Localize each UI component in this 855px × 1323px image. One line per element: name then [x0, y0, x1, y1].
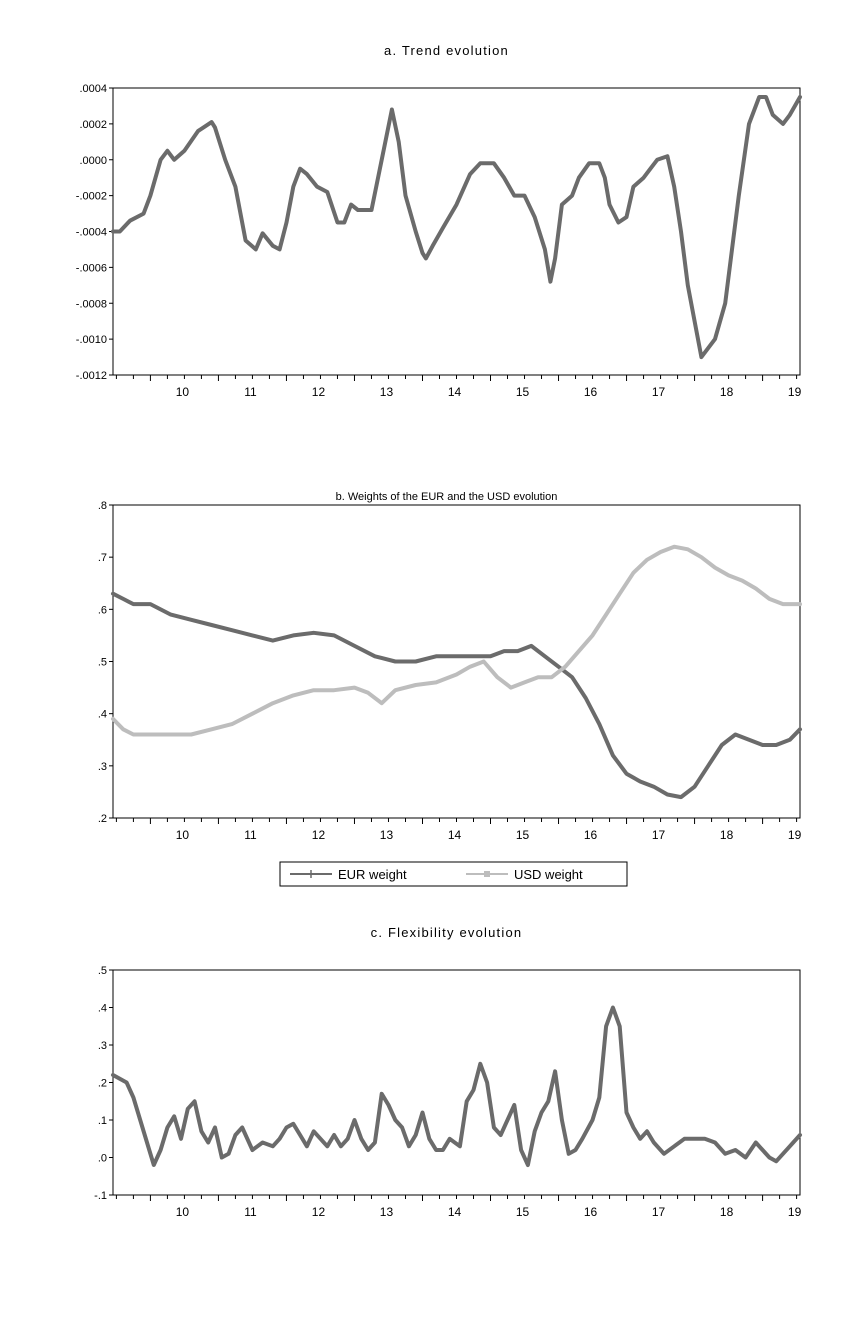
- x-tick-label: 18: [720, 828, 734, 842]
- y-tick-label: -.0006: [76, 262, 107, 274]
- chart-title: c. Flexibility evolution: [371, 925, 523, 940]
- y-tick-label: .4: [98, 1003, 107, 1015]
- x-tick-label: 11: [244, 385, 257, 399]
- series-line-usd-weight: [111, 544, 802, 737]
- x-tick-label: 19: [788, 828, 802, 842]
- y-tick-label: .8: [98, 500, 107, 512]
- legend-box: [279, 861, 628, 887]
- x-tick-label: 16: [584, 385, 598, 399]
- y-tick-label: .0002: [79, 119, 107, 131]
- chart-title: b. Weights of the EUR and the USD evolut…: [336, 491, 558, 503]
- y-tick-label: .0000: [79, 155, 107, 167]
- legend: EUR weight USD weight: [279, 861, 628, 887]
- x-tick-label: 14: [448, 1205, 462, 1219]
- chart-panel-2: b. Weights of the EUR and the USD evolut…: [98, 491, 802, 887]
- chart-panel-3: c. Flexibility evolution .5 .4 .3 .2 .1 .0 -.1 1…: [94, 925, 802, 1219]
- y-tick-label: .4: [98, 709, 107, 721]
- legend-label: EUR weight: [338, 867, 407, 882]
- x-tick-label: 12: [312, 828, 326, 842]
- y-tick-label: -.0012: [76, 370, 107, 382]
- x-tick-label: 18: [720, 1205, 734, 1219]
- x-tick-label: 16: [584, 828, 598, 842]
- y-tick-label: .3: [98, 761, 107, 773]
- legend-marker: [484, 871, 490, 877]
- y-tick-label: .7: [98, 552, 107, 564]
- plot-frame: [112, 969, 801, 1196]
- y-tick-label: -.0002: [76, 191, 107, 203]
- x-tick-label: 16: [584, 1205, 598, 1219]
- y-tick-label: .3: [98, 1040, 107, 1052]
- x-tick-label: 17: [652, 385, 666, 399]
- y-tick-label: -.0004: [76, 227, 107, 239]
- y-tick-label: .1: [98, 1115, 107, 1127]
- x-tick-label: 12: [312, 1205, 326, 1219]
- y-tick-label: -.0008: [76, 298, 107, 310]
- x-tick-label: 13: [380, 828, 394, 842]
- x-tick-label: 11: [244, 828, 257, 842]
- x-tick-label: 17: [652, 1205, 666, 1219]
- series-line: [111, 95, 802, 360]
- x-tick-label: 10: [176, 828, 190, 842]
- x-tick-label: 18: [720, 385, 734, 399]
- y-tick-label: .0: [98, 1153, 107, 1165]
- series-line-eur-weight: [111, 591, 802, 800]
- y-tick-label: .5: [98, 965, 107, 977]
- y-tick-label: .2: [98, 1078, 107, 1090]
- x-tick-label: 15: [516, 828, 530, 842]
- x-tick-label: 19: [788, 385, 802, 399]
- x-tick-label: 12: [312, 385, 326, 399]
- x-tick-label: 15: [516, 1205, 530, 1219]
- x-tick-label: 11: [244, 1205, 257, 1219]
- y-tick-label: .0004: [79, 83, 107, 95]
- y-tick-label: .6: [98, 604, 107, 616]
- x-tick-label: 14: [448, 385, 462, 399]
- x-tick-label: 13: [380, 1205, 394, 1219]
- plot-frame: [112, 504, 801, 819]
- x-tick-label: 10: [176, 1205, 190, 1219]
- x-tick-label: 14: [448, 828, 462, 842]
- legend-label: USD weight: [514, 867, 583, 882]
- y-tick-label: -.1: [94, 1190, 107, 1202]
- x-tick-label: 15: [516, 385, 530, 399]
- series-line: [111, 1005, 802, 1167]
- y-tick-label: -.0010: [76, 334, 107, 346]
- x-tick-label: 13: [380, 385, 394, 399]
- x-tick-label: 17: [652, 828, 666, 842]
- chart-title: a. Trend evolution: [384, 43, 509, 58]
- x-tick-label: 10: [176, 385, 190, 399]
- chart-panel-1: a. Trend evolution .0004 .0002 .0000 -.0002 -…: [76, 43, 802, 399]
- x-tick-label: 19: [788, 1205, 802, 1219]
- y-tick-label: .5: [98, 657, 107, 669]
- y-tick-label: .2: [98, 813, 107, 825]
